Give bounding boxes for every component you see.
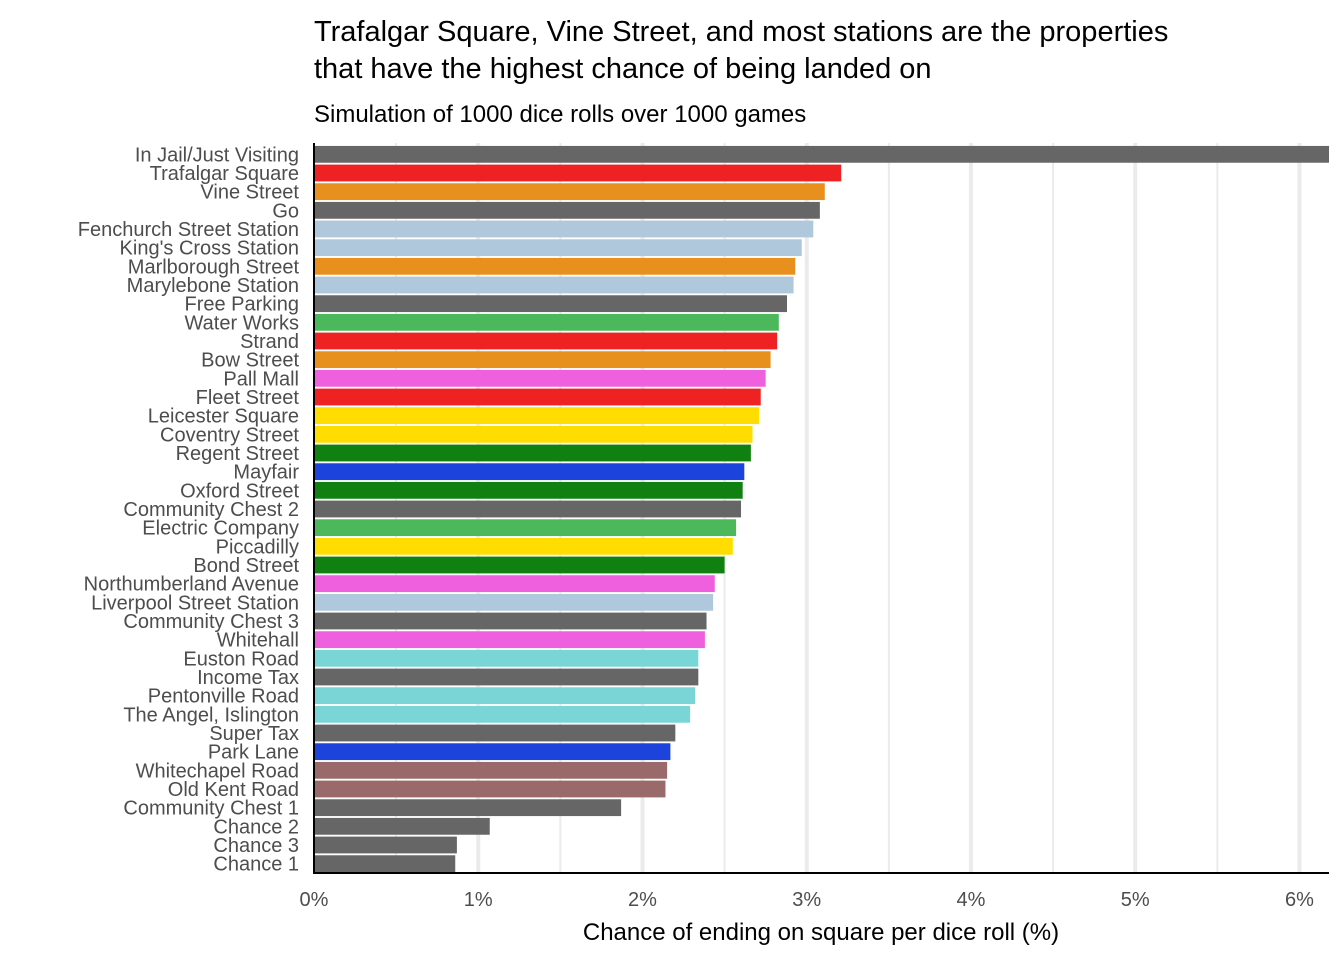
category-label: Mayfair (233, 462, 299, 484)
category-label: Bond Street (193, 555, 299, 577)
bar (314, 332, 778, 350)
bar (314, 220, 814, 238)
bar (314, 388, 761, 406)
category-label: The Angel, Islington (123, 704, 299, 726)
chart-title-line-1: Trafalgar Square, Vine Street, and most … (314, 16, 1168, 48)
bar (314, 145, 1329, 163)
bar (314, 743, 671, 761)
category-label: Marlborough Street (128, 256, 300, 278)
bar (314, 687, 696, 705)
category-label: Piccadilly (216, 536, 299, 558)
category-label: Marylebone Station (127, 275, 299, 297)
bar (314, 612, 707, 630)
x-tick-label: 1% (464, 889, 493, 911)
bar (314, 799, 622, 817)
bar (314, 836, 457, 854)
chart-subtitle: Simulation of 1000 dice rolls over 1000 … (314, 101, 806, 128)
bar (314, 369, 766, 387)
category-label: Electric Company (142, 518, 299, 540)
bar (314, 519, 737, 537)
category-label: Go (272, 200, 299, 222)
bar (314, 257, 796, 275)
category-label: Income Tax (197, 667, 299, 689)
bar (314, 668, 699, 686)
bar (314, 201, 820, 219)
category-label: Liverpool Street Station (91, 592, 299, 614)
category-label: Fleet Street (196, 387, 300, 409)
category-label: Chance 1 (213, 854, 299, 876)
category-label: Free Parking (185, 294, 300, 316)
category-label: Strand (240, 331, 299, 353)
category-label: Oxford Street (180, 480, 299, 502)
category-label: King's Cross Station (120, 238, 299, 260)
category-label: Community Chest 3 (123, 611, 299, 633)
chart-title-line-2: that have the highest chance of being la… (314, 53, 932, 85)
bar (314, 444, 751, 462)
bar (314, 631, 705, 649)
category-label: Community Chest 2 (123, 499, 299, 521)
bar (314, 239, 802, 257)
category-label: Water Works (185, 312, 299, 334)
bar (314, 761, 668, 779)
bar (314, 537, 733, 555)
bar (314, 780, 666, 798)
category-label: Chance 2 (213, 816, 299, 838)
category-label: Pall Mall (223, 368, 299, 390)
x-tick-label: 3% (792, 889, 821, 911)
x-tick-label: 5% (1121, 889, 1150, 911)
category-label: Old Kent Road (168, 779, 299, 801)
category-label: Bow Street (201, 350, 299, 372)
bar (314, 164, 842, 182)
bar (314, 407, 760, 425)
bar (314, 295, 788, 313)
category-label: Whitehall (217, 630, 299, 652)
bar (314, 183, 825, 201)
category-label: Chance 3 (213, 835, 299, 857)
category-label: Park Lane (208, 742, 299, 764)
category-label: Fenchurch Street Station (78, 219, 299, 241)
bar (314, 351, 771, 369)
bars (314, 145, 1329, 873)
category-label: Community Chest 1 (123, 798, 299, 820)
category-label: Trafalgar Square (150, 163, 299, 185)
x-tick-labels: 0% 1% 2% 3% 4% 5% 6% (300, 889, 1315, 911)
bar (314, 817, 490, 835)
x-tick-label: 2% (628, 889, 657, 911)
bar (314, 649, 699, 667)
category-label: In Jail/Just Visiting (135, 144, 299, 166)
bar (314, 575, 715, 593)
category-label: Vine Street (200, 182, 299, 204)
category-label: Pentonville Road (148, 686, 299, 708)
bar (314, 463, 745, 481)
category-label: Regent Street (176, 443, 300, 465)
bar (314, 313, 779, 331)
x-tick-label: 6% (1285, 889, 1314, 911)
bar (314, 500, 742, 518)
x-tick-label: 4% (957, 889, 986, 911)
category-label: Euston Road (183, 648, 299, 670)
bar (314, 705, 691, 723)
bar (314, 425, 753, 443)
bar (314, 724, 676, 742)
category-label: Whitechapel Road (136, 760, 299, 782)
category-label: Coventry Street (160, 424, 299, 446)
bar (314, 556, 725, 574)
category-label: Super Tax (209, 723, 299, 745)
bar (314, 481, 743, 499)
bar (314, 593, 714, 611)
category-label: Northumberland Avenue (84, 574, 299, 596)
x-tick-label: 0% (300, 889, 329, 911)
category-label: Leicester Square (148, 406, 299, 428)
bar (314, 276, 794, 294)
bar (314, 855, 456, 873)
x-axis-title: Chance of ending on square per dice roll… (583, 919, 1059, 946)
